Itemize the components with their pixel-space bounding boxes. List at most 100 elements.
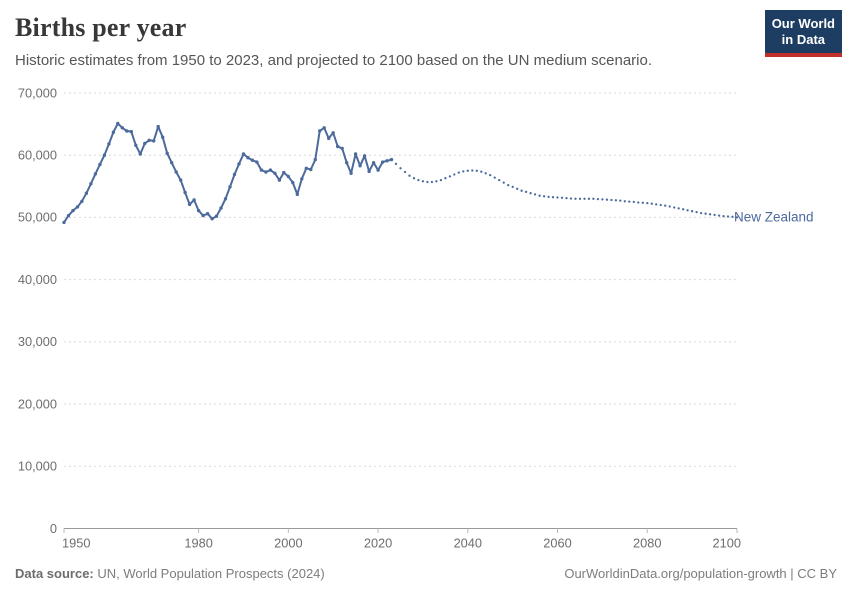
projection-dot xyxy=(408,174,411,177)
projection-dot xyxy=(511,185,514,189)
x-axis-tick-label: 1980 xyxy=(184,536,212,551)
projection-dot xyxy=(569,197,573,200)
data-point-marker xyxy=(214,214,219,218)
projection-dot xyxy=(574,197,577,200)
data-point-marker xyxy=(255,160,259,164)
data-point-marker xyxy=(286,174,290,179)
projection-dot xyxy=(471,169,474,172)
projection-dot xyxy=(457,171,460,174)
data-point-marker xyxy=(304,166,308,170)
projection-dot xyxy=(394,162,398,166)
entity-label: New Zealand xyxy=(734,209,814,224)
data-source-note: Data source: UN, World Population Prospe… xyxy=(15,566,325,581)
projection-dot xyxy=(583,197,586,200)
data-point-marker xyxy=(367,169,371,174)
page-subtitle: Historic estimates from 1950 to 2023, an… xyxy=(15,52,653,69)
projection-dot xyxy=(713,213,716,217)
data-point-marker xyxy=(152,139,156,143)
projection-dot xyxy=(529,192,532,195)
chart-plot-area[interactable] xyxy=(64,83,737,529)
projection-dot xyxy=(453,173,456,176)
projection-dot xyxy=(412,177,416,180)
projection-dot xyxy=(628,200,631,203)
x-axis-tick-label: 2040 xyxy=(454,536,482,551)
data-point-marker xyxy=(322,126,326,130)
projection-dot xyxy=(444,177,447,180)
y-axis-tick-label: 0 xyxy=(50,521,57,536)
data-point-marker xyxy=(250,158,255,162)
projection-dot xyxy=(435,180,438,183)
projection-dot xyxy=(690,210,694,213)
projection-dot xyxy=(587,197,591,200)
projection-dot xyxy=(403,170,407,174)
x-axis-tick-label: 2080 xyxy=(633,536,661,551)
projection-dot xyxy=(439,178,443,182)
data-point-marker xyxy=(183,190,187,195)
data-point-marker xyxy=(282,170,286,175)
data-point-marker xyxy=(147,138,151,142)
projection-dot xyxy=(578,197,582,200)
data-point-marker xyxy=(192,198,196,202)
y-axis-tick-label: 20,000 xyxy=(18,396,57,411)
data-point-marker xyxy=(165,151,169,155)
data-source-label: Data source: xyxy=(15,566,94,581)
projection-dot xyxy=(686,209,689,212)
data-point-marker xyxy=(349,171,353,175)
data-point-marker xyxy=(385,159,389,163)
projection-dot xyxy=(592,197,595,200)
owid-logo[interactable]: Our World in Data xyxy=(764,10,842,57)
data-point-marker xyxy=(246,156,250,160)
license-link[interactable]: OurWorldinData.org/population-growth | C… xyxy=(564,566,837,581)
y-axis-tick-label: 60,000 xyxy=(18,148,57,163)
projection-dot xyxy=(462,170,465,173)
projection-dot xyxy=(556,196,559,199)
data-point-marker xyxy=(389,157,394,162)
projection-dot xyxy=(673,206,676,209)
projection-dot xyxy=(610,198,613,202)
data-point-marker xyxy=(179,178,183,182)
projection-dot xyxy=(484,172,487,175)
data-point-marker xyxy=(268,168,273,172)
data-point-marker xyxy=(80,199,84,203)
data-point-marker xyxy=(358,164,362,168)
page-title: Births per year xyxy=(15,13,187,42)
projection-dot xyxy=(507,183,510,187)
x-axis-tick-label: 1950 xyxy=(62,536,90,551)
data-point-marker xyxy=(89,182,93,186)
y-axis-tick-label: 30,000 xyxy=(18,334,57,349)
projection-dot xyxy=(565,196,568,200)
projection-dot xyxy=(682,208,685,211)
data-point-marker xyxy=(362,154,367,158)
projection-dot xyxy=(695,210,698,214)
data-point-marker xyxy=(116,121,120,126)
projection-dot xyxy=(655,203,658,206)
projection-dot xyxy=(475,169,478,172)
data-point-marker xyxy=(210,217,214,221)
projection-dot xyxy=(520,189,523,192)
data-point-marker xyxy=(376,168,380,172)
projection-dot xyxy=(421,180,425,183)
y-axis-tick-label: 50,000 xyxy=(18,210,57,225)
data-point-marker xyxy=(187,202,192,207)
projection-dot xyxy=(664,204,667,207)
projection-dot xyxy=(417,178,420,182)
projection-dot xyxy=(722,215,725,218)
projection-dot xyxy=(614,199,618,202)
data-point-marker xyxy=(134,143,138,147)
data-point-marker xyxy=(156,124,160,129)
x-axis-tick-label: 2060 xyxy=(543,536,571,551)
projection-dot xyxy=(498,178,501,182)
data-point-marker xyxy=(125,129,129,133)
projection-dot xyxy=(596,197,600,201)
projection-dot xyxy=(551,196,555,199)
projection-dot xyxy=(430,180,434,184)
projection-dot xyxy=(448,175,452,178)
data-point-marker xyxy=(75,205,80,209)
data-point-marker xyxy=(309,167,313,172)
projection-dot xyxy=(646,201,649,205)
data-point-marker xyxy=(295,192,299,197)
data-point-marker xyxy=(143,141,147,146)
data-point-marker xyxy=(353,152,358,156)
projection-dot xyxy=(726,215,730,218)
y-axis-tick-label: 40,000 xyxy=(18,272,57,287)
